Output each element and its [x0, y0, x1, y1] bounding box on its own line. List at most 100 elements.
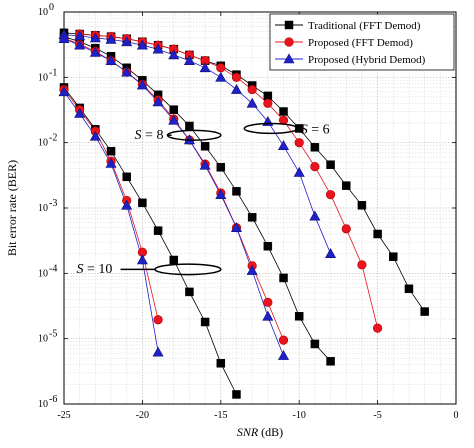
x-axis-label-unit: (dB) [258, 425, 283, 439]
x-tick-label: 0 [454, 410, 459, 421]
data-point-square [169, 255, 179, 265]
data-point-triangle [278, 140, 290, 150]
data-point-triangle [121, 199, 133, 210]
data-point-triangle [152, 346, 164, 357]
data-point-circle [325, 190, 336, 200]
data-point-triangle [199, 62, 211, 73]
data-point-square [200, 142, 210, 151]
annotation-label-var: S [135, 128, 142, 143]
data-point-triangle [89, 130, 101, 141]
legend-marker-square [284, 20, 294, 30]
y-tick-label-exponent: -5 [49, 329, 57, 340]
data-point-triangle [183, 55, 195, 65]
data-point-circle [373, 323, 383, 333]
y-axis-label: Bit error rate (BER) [5, 160, 19, 256]
y-tick-label: 10 [38, 268, 48, 279]
y-tick-label-exponent: -4 [49, 263, 57, 274]
data-point-triangle [89, 46, 101, 57]
data-point-triangle [215, 71, 227, 82]
annotation-label: S = 10 [77, 262, 113, 277]
data-point-triangle [136, 39, 148, 50]
data-point-square [404, 284, 414, 294]
data-point-square [216, 163, 226, 172]
data-point-triangle [246, 97, 258, 108]
data-point-triangle [121, 36, 133, 47]
y-tick-label: 10 [38, 138, 48, 149]
x-axis-label-var: SNR [237, 425, 259, 439]
data-point-triangle [215, 189, 227, 199]
data-point-triangle [74, 39, 86, 50]
data-point-triangle [278, 350, 290, 360]
data-point-triangle [105, 157, 117, 168]
data-point-circle [357, 260, 367, 270]
data-point-square [279, 107, 288, 116]
data-point-triangle [293, 166, 305, 177]
data-point-circle [294, 138, 304, 148]
data-point-square [169, 105, 179, 114]
x-tick-label: -15 [214, 410, 227, 421]
data-point-square [279, 273, 288, 283]
data-point-square [216, 359, 226, 368]
data-point-triangle [152, 96, 164, 107]
x-tick-label: -25 [57, 410, 70, 421]
y-tick-label-exponent: 0 [49, 2, 54, 13]
data-point-triangle [199, 159, 211, 170]
data-point-circle [153, 315, 163, 325]
data-point-square [389, 252, 398, 261]
data-point-circle [231, 72, 242, 82]
data-point-circle [263, 297, 273, 307]
data-point-triangle [168, 114, 180, 125]
data-point-square [106, 146, 116, 156]
legend-entry-label: Proposed (FFT Demod) [308, 37, 413, 49]
y-tick-label-exponent: -2 [49, 133, 57, 144]
data-point-circle [216, 63, 226, 73]
data-point-square [326, 160, 335, 169]
data-point-triangle [262, 310, 274, 321]
data-point-triangle [58, 86, 70, 97]
data-point-circle [263, 98, 273, 108]
annotation-label-value: = 8 [142, 128, 164, 143]
data-point-triangle [136, 79, 148, 90]
data-point-square [420, 307, 429, 316]
data-point-square [200, 317, 210, 327]
x-tick-label: -5 [373, 410, 381, 421]
legend-entry-label: Traditional (FFT Demod) [308, 20, 421, 32]
data-point-square [153, 226, 163, 235]
data-point-circle [310, 162, 320, 172]
data-point-square [185, 121, 194, 131]
x-tick-label: -10 [293, 410, 306, 421]
data-point-square [310, 339, 320, 349]
data-point-triangle [105, 33, 117, 44]
data-point-triangle [325, 248, 337, 258]
legend-marker-triangle [283, 53, 295, 64]
data-point-triangle [121, 66, 133, 77]
y-tick-label-exponent: -3 [49, 198, 57, 209]
data-point-triangle [136, 254, 148, 265]
data-point-square [373, 229, 382, 239]
y-tick-label: 10 [38, 72, 48, 83]
annotation-label-value: = 6 [308, 122, 330, 137]
annotation-label-value: = 10 [84, 262, 113, 277]
x-tick-label: -20 [136, 410, 149, 421]
data-point-square [232, 187, 241, 196]
data-point-square [247, 213, 257, 222]
axis-ticks: -25 -20 -15 -10 -5 010 -610 -510 -410 -310 -210 -11… [38, 2, 459, 421]
annotation-label: S = 8 [135, 128, 164, 143]
data-point-circle [278, 335, 289, 345]
data-point-square [326, 357, 335, 366]
data-point-square [263, 91, 273, 101]
y-tick-label: 10 [38, 203, 48, 214]
data-point-triangle [246, 265, 258, 275]
data-point-square [263, 241, 273, 251]
data-point-square [357, 201, 367, 210]
data-point-triangle [168, 49, 180, 60]
data-point-triangle [58, 33, 70, 44]
annotation-label-var: S [77, 262, 84, 277]
series [58, 28, 429, 399]
y-tick-label: 10 [38, 399, 48, 410]
data-point-triangle [89, 32, 101, 43]
data-point-triangle [105, 55, 117, 65]
data-point-square [138, 198, 147, 208]
